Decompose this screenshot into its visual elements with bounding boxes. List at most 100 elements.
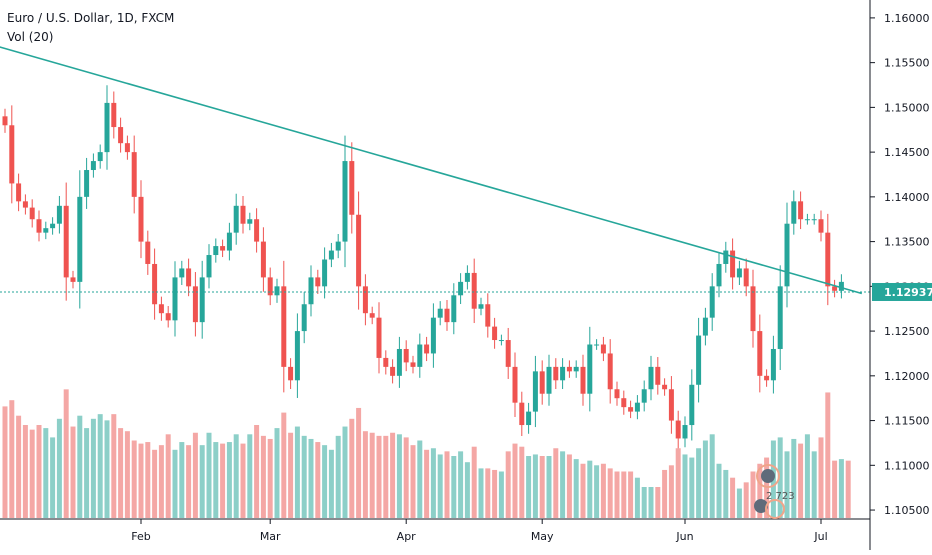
volume-bar: [492, 469, 498, 518]
candle: [376, 302, 382, 374]
volume-bar: [301, 435, 307, 518]
candle: [158, 296, 164, 321]
candle: [634, 395, 640, 420]
candle: [97, 144, 103, 169]
candle: [798, 191, 804, 230]
candle-body: [77, 196, 83, 282]
candle-body: [2, 116, 8, 126]
price-axis[interactable]: 1.16000 1.15500 1.15000 1.14500 1.14000 1.135…: [870, 12, 930, 517]
candle-body: [675, 420, 681, 439]
candle: [50, 217, 56, 235]
candle: [566, 360, 572, 378]
volume-bar: [328, 449, 334, 518]
candle-body: [97, 152, 103, 162]
candle: [600, 336, 606, 362]
volume-bar: [668, 465, 674, 518]
candle-body: [614, 389, 620, 399]
volume-bar: [396, 434, 402, 518]
volume-bar: [655, 487, 661, 518]
candle-body: [430, 317, 436, 354]
candle: [301, 292, 307, 344]
candle-body: [50, 223, 56, 229]
candle-body: [505, 340, 511, 367]
candle: [410, 355, 416, 374]
candle: [315, 269, 321, 294]
volume-bar: [526, 456, 532, 518]
candle-body: [553, 366, 559, 381]
volume-bar: [532, 454, 538, 518]
volume-bar: [104, 420, 110, 518]
volume-bar: [750, 471, 756, 518]
candle-body: [628, 407, 634, 412]
time-axis[interactable]: Feb Mar Apr May Jun Jul: [131, 519, 828, 543]
candle-body: [260, 241, 266, 278]
chart-title[interactable]: Euro / U.S. Dollar, 1D, FXCM: [7, 11, 175, 25]
candle: [709, 273, 715, 331]
candle: [322, 247, 328, 299]
candle-series: [2, 85, 844, 449]
volume-bar: [716, 463, 722, 518]
candle-body: [668, 389, 674, 421]
candle: [532, 355, 538, 428]
candle: [444, 299, 450, 331]
candle: [260, 227, 266, 292]
candle-body: [825, 232, 831, 287]
candle: [546, 354, 552, 406]
candle-body: [63, 205, 69, 278]
candle-body: [43, 228, 49, 233]
volume-bar: [50, 437, 56, 518]
volume-bar: [179, 442, 185, 518]
candle: [165, 306, 171, 328]
candle-body: [573, 366, 579, 372]
volume-bar: [70, 426, 76, 518]
volume-bar: [124, 431, 130, 518]
candle: [430, 303, 436, 368]
candle-body: [294, 331, 300, 381]
candle: [417, 333, 423, 378]
candle-body: [16, 183, 22, 202]
candle: [254, 208, 260, 253]
volume-bar: [206, 432, 212, 518]
candle: [342, 135, 348, 268]
candle: [369, 306, 375, 325]
candle-body: [682, 425, 688, 439]
candle-body: [369, 313, 375, 318]
volume-bar: [22, 425, 28, 518]
candle: [675, 410, 681, 449]
trendline[interactable]: [0, 46, 863, 295]
volume-bar: [145, 442, 151, 518]
volume-bar: [519, 446, 525, 518]
candle-body: [818, 219, 824, 233]
volume-indicator-label[interactable]: Vol (20): [7, 30, 54, 44]
volume-bar: [308, 438, 314, 518]
volume-bar: [260, 435, 266, 518]
volume-bar: [485, 468, 491, 518]
volume-bar: [444, 451, 450, 518]
candle-body: [743, 268, 749, 287]
price-tick-label: 1.13500: [884, 236, 930, 249]
candle-body: [696, 335, 702, 385]
candle: [505, 327, 511, 379]
volume-bar: [111, 414, 117, 518]
volume-bar: [369, 432, 375, 518]
candle-body: [274, 286, 280, 296]
candle-body: [784, 223, 790, 287]
candle-body: [315, 277, 321, 287]
candle: [736, 260, 742, 286]
candle-body: [648, 366, 654, 390]
volume-bar: [505, 451, 511, 518]
candle: [464, 265, 470, 290]
volume-bar: [798, 443, 804, 518]
candle: [553, 358, 559, 390]
candle: [594, 339, 600, 350]
candle-body: [730, 250, 736, 278]
candle-body: [437, 308, 443, 318]
volume-bar: [165, 434, 171, 518]
volume-bar: [458, 451, 464, 518]
volume-bar: [696, 448, 702, 518]
candle: [145, 230, 151, 275]
candle-body: [308, 277, 314, 305]
volume-bar: [478, 468, 484, 518]
